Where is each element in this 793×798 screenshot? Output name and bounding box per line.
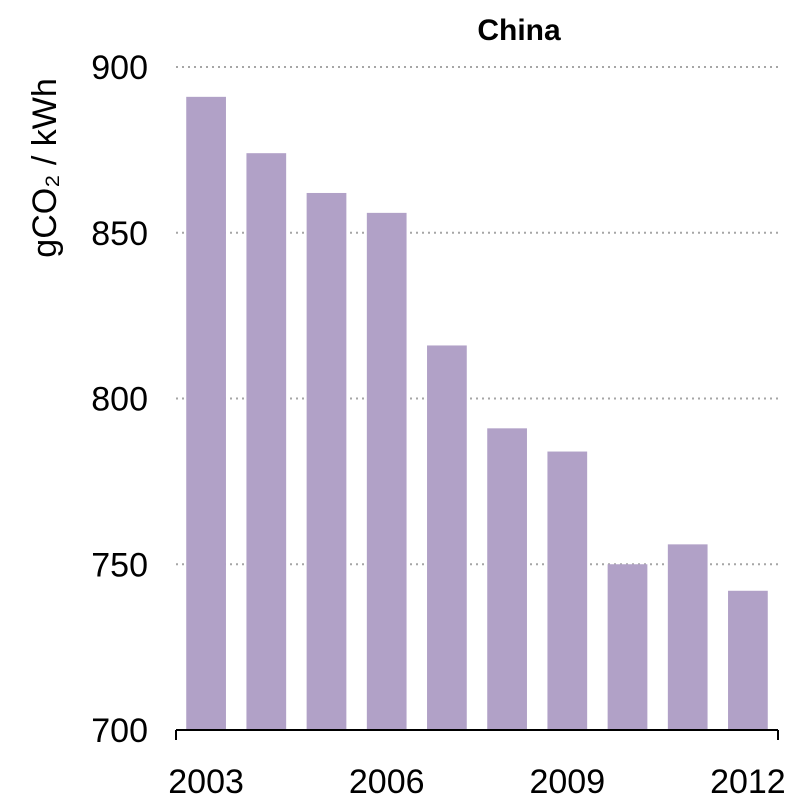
bar-2008 xyxy=(487,428,527,730)
bar-2006 xyxy=(366,212,407,731)
axes xyxy=(175,729,779,740)
chart-title: China xyxy=(477,14,561,47)
bar-2003 xyxy=(186,96,226,730)
y-tick-label-700: 700 xyxy=(91,712,148,750)
y-tick-label-800: 800 xyxy=(91,381,148,419)
x-tick-label-2009: 2009 xyxy=(529,763,605,798)
bar-2011 xyxy=(667,544,708,730)
bar-2012 xyxy=(728,590,768,730)
y-tick-label-750: 750 xyxy=(91,546,148,584)
x-tick-label-2003: 2003 xyxy=(168,763,244,798)
x-tick-label-2006: 2006 xyxy=(349,763,425,798)
bar-2004 xyxy=(246,153,287,730)
bar-2007 xyxy=(427,345,467,730)
bar-2010 xyxy=(607,564,648,730)
y-axis-label: gCO₂ / kWh xyxy=(26,78,64,257)
bar-2005 xyxy=(306,192,347,731)
bars xyxy=(186,96,768,731)
y-tick-label-850: 850 xyxy=(91,215,148,253)
gridlines xyxy=(176,66,778,566)
y-tick-label-900: 900 xyxy=(91,49,148,87)
x-tick-label-2012: 2012 xyxy=(710,763,786,798)
tick-labels: 700 750 800 850 900 2003 2006 2009 2012 xyxy=(91,49,785,798)
bar-2009 xyxy=(547,451,588,730)
